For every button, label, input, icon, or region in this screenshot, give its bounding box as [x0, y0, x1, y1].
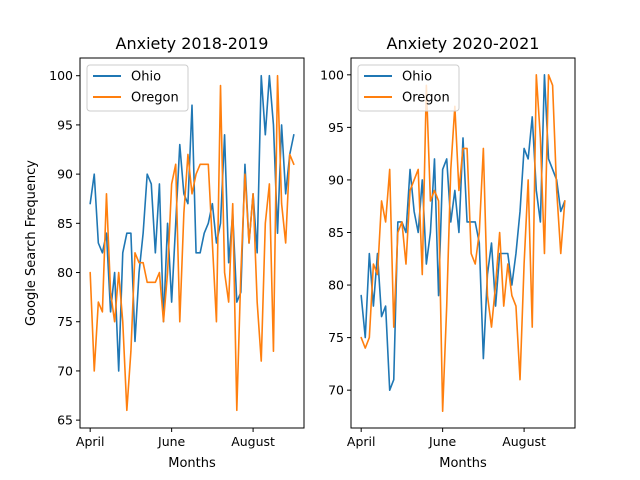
chart-right-title: Anxiety 2020-2021	[387, 34, 540, 53]
chart-right-ytick-label: 100	[320, 67, 344, 82]
chart-right-axes-frame	[350, 57, 576, 429]
chart-left-ytick-label: 95	[57, 117, 73, 132]
chart-left-ytick-label: 70	[57, 363, 73, 378]
chart-right-xtick-label: August	[502, 434, 546, 449]
chart-right-xtick-label: June	[428, 434, 457, 449]
chart-left-xtick-label: June	[157, 434, 186, 449]
chart-left-series-oregon-line	[89, 74, 295, 412]
chart-right-ytick-label: 90	[328, 172, 344, 187]
chart-left-ytick-label: 85	[57, 216, 73, 231]
chart-right-legend-oregon-label: Oregon	[402, 91, 450, 106]
chart-left-legend-oregon-label: Oregon	[131, 91, 179, 106]
chart-left-title: Anxiety 2018-2019	[116, 34, 269, 53]
chart-right-xtick-label: April	[347, 434, 376, 449]
chart-left-xtick-label: August	[231, 434, 275, 449]
chart-right-ytick-label: 75	[328, 330, 344, 345]
chart-right: Anxiety 2020-2021 70 75 80 85 90 95 100 April Ju…	[320, 34, 576, 471]
chart-right-legend: Ohio Oregon	[357, 64, 460, 112]
chart-right-ytick-label: 80	[328, 278, 344, 293]
chart-left-xtick-label: April	[76, 434, 105, 449]
chart-right-ytick-label: 85	[328, 225, 344, 240]
chart-right-series-oregon-line	[360, 74, 566, 412]
chart-left-legend-ohio-label: Ohio	[131, 70, 161, 85]
chart-left: Anxiety 2018-2019 65 70 75 80 85 90 95 100 April…	[24, 34, 305, 471]
chart-right-ytick-label: 70	[328, 383, 344, 398]
chart-left-ytick-label: 80	[57, 265, 73, 280]
chart-right-ytick-label: 95	[328, 120, 344, 135]
chart-left-series-ohio-line	[89, 74, 295, 372]
chart-left-axes-frame	[79, 57, 305, 429]
chart-left-xlabel: Months	[168, 456, 216, 471]
chart-left-ylabel: Google Search Frequency	[24, 160, 39, 326]
chart-left-ytick-label: 100	[49, 68, 73, 83]
chart-right-series-ohio-line	[360, 74, 566, 391]
chart-left-ytick-label: 90	[57, 167, 73, 182]
chart-left-legend: Ohio Oregon	[86, 64, 189, 112]
chart-left-ytick-label: 65	[57, 413, 73, 428]
chart-right-xlabel: Months	[439, 456, 487, 471]
chart-right-legend-ohio-label: Ohio	[402, 70, 432, 85]
chart-left-ytick-label: 75	[57, 314, 73, 329]
